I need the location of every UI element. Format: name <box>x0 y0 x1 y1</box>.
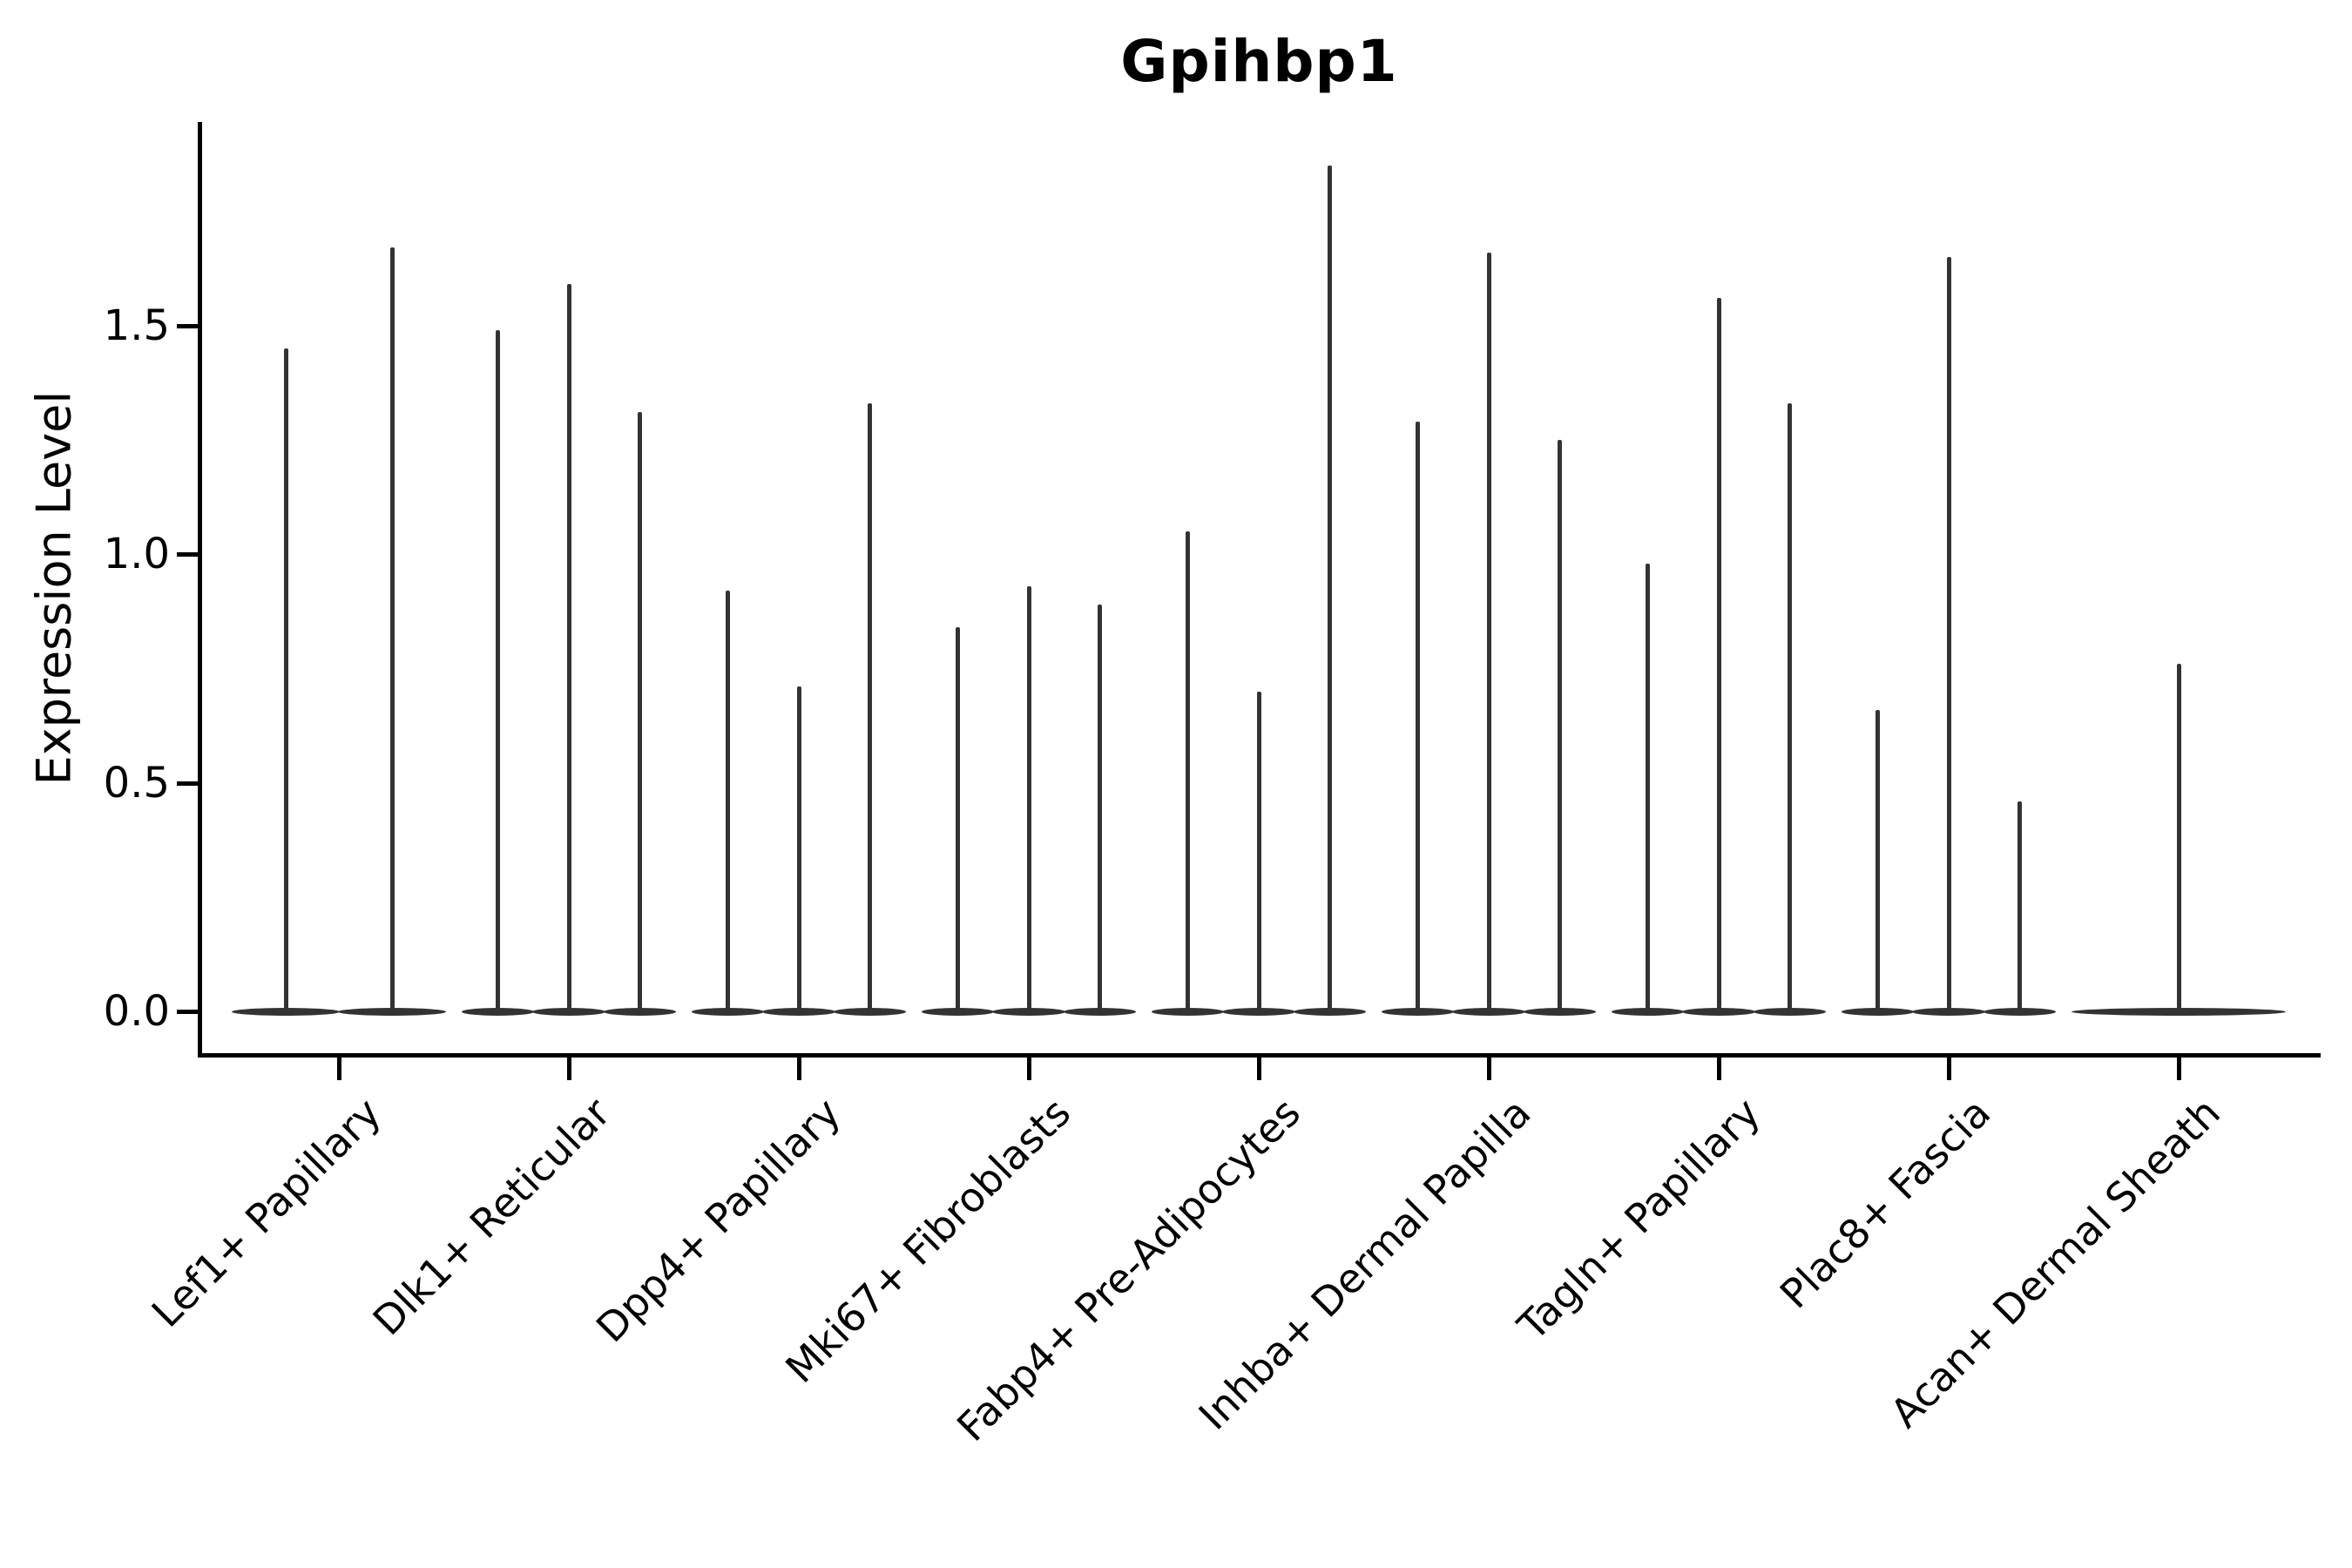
violin-spike <box>1186 531 1191 1012</box>
y-tick-label: 0.5 <box>103 758 170 808</box>
x-tick-mark <box>1486 1058 1491 1080</box>
violin-spike <box>796 686 801 1012</box>
violin-spike <box>566 284 571 1012</box>
x-tick-mark <box>796 1058 801 1080</box>
violin-spike <box>1097 604 1102 1012</box>
x-tick-mark <box>566 1058 571 1080</box>
violin-spike <box>1327 165 1332 1012</box>
violin-spike <box>1787 402 1792 1012</box>
y-tick-mark <box>177 781 198 786</box>
x-axis-line <box>198 1053 2321 1058</box>
violin-spike <box>726 591 731 1012</box>
chart-title: Gpihbp1 <box>1120 28 1398 95</box>
x-tick-mark <box>1256 1058 1261 1080</box>
violin-spike <box>1646 563 1651 1012</box>
violin-spike <box>1256 691 1261 1012</box>
violin-spike <box>956 627 961 1012</box>
x-tick-mark <box>336 1058 341 1080</box>
violin-spike <box>637 412 642 1012</box>
x-tick-mark <box>1946 1058 1951 1080</box>
x-tick-mark <box>2176 1058 2181 1080</box>
y-tick-label: 1.5 <box>103 301 170 350</box>
x-tick-label: Dlk1+ Reticular <box>363 1089 620 1345</box>
x-tick-label: Dpp4+ Papillary <box>586 1089 850 1352</box>
violin-spike <box>867 402 872 1012</box>
x-tick-mark <box>1026 1058 1031 1080</box>
violin-spike <box>2017 801 2022 1012</box>
x-tick-mark <box>1716 1058 1721 1080</box>
violin-spike <box>2176 664 2181 1012</box>
violin-spike <box>1557 439 1562 1012</box>
x-tick-label: Lef1+ Papillary <box>142 1089 390 1336</box>
y-tick-mark <box>177 323 198 328</box>
y-axis-line <box>198 122 202 1058</box>
violin-spike <box>1946 256 1951 1012</box>
x-tick-label: Tagln+ Papillary <box>1509 1089 1770 1349</box>
y-tick-mark <box>177 552 198 557</box>
y-tick-mark <box>177 1010 198 1014</box>
violin-spike <box>1876 709 1881 1012</box>
violin-spike <box>1026 585 1031 1012</box>
x-tick-label: Plac8+ Fascia <box>1770 1089 2000 1318</box>
violin-spike <box>283 348 288 1012</box>
y-tick-label: 0.0 <box>103 987 170 1036</box>
y-tick-label: 1.0 <box>103 530 170 578</box>
violin-spike <box>496 329 501 1012</box>
violin-spike <box>1416 421 1421 1012</box>
violin-spike <box>389 247 395 1012</box>
violin-spike <box>1716 298 1721 1012</box>
violin-spike <box>1486 252 1491 1012</box>
